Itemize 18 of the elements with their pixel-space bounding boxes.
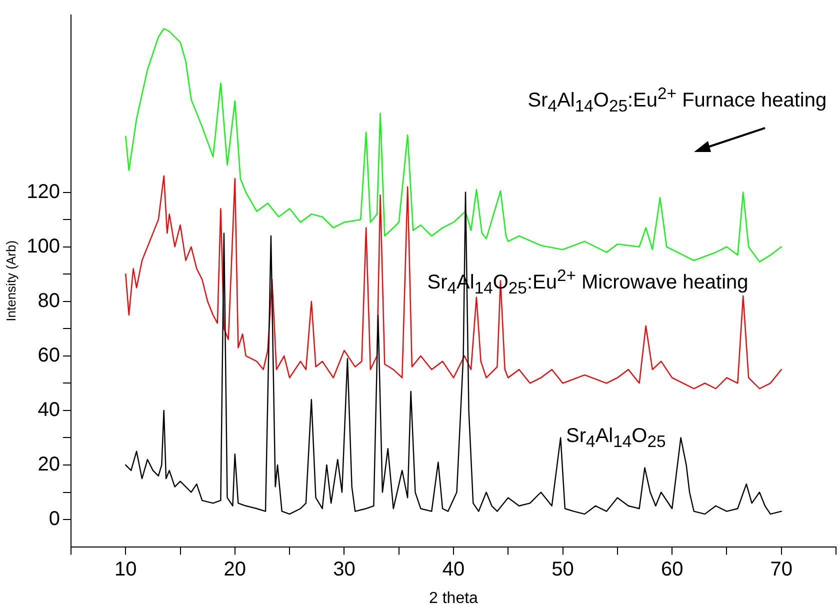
y-tick-label: 100 xyxy=(26,235,60,258)
x-axis-title: 2 theta xyxy=(429,590,478,607)
x-tick-label: 20 xyxy=(224,558,246,580)
y-axis-title: Intensity (Arb) xyxy=(3,240,18,322)
series-label: Sr$_{4}$Al$_{14}$O$_{25}$ xyxy=(566,424,666,453)
x-tick-label: 70 xyxy=(770,558,792,580)
x-tick-label: 40 xyxy=(442,558,465,580)
y-tick-label: 120 xyxy=(26,180,60,203)
text: Sr$_{4}$Al$_{14}$O$_{25}$:Eu$^{2+}$ Furnace heating xyxy=(528,83,827,116)
y-tick-label: 20 xyxy=(38,454,60,476)
x-tick-label: 60 xyxy=(660,558,684,580)
y-tick-label: 40 xyxy=(38,398,60,421)
y-tick-label: 0 xyxy=(48,508,60,530)
x-tick-label: 30 xyxy=(333,558,356,580)
x-tick-label: 50 xyxy=(552,558,574,580)
x-tick-label: 10 xyxy=(114,558,137,580)
y-tick-label: 80 xyxy=(38,290,60,312)
y-tick-label: 60 xyxy=(38,344,60,366)
